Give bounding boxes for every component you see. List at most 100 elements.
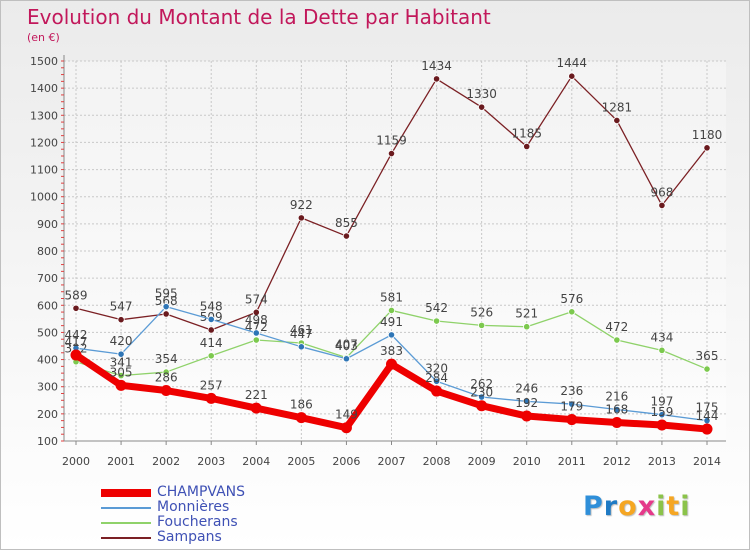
x-tick-label: 2006 [332,455,360,468]
y-tick-label: 900 [37,218,58,231]
data-label-foucherans: 526 [470,305,493,319]
plot-area [64,61,726,441]
y-tick-label: 1200 [30,136,58,149]
x-tick-label: 2010 [513,455,541,468]
data-label-sampans: 968 [650,185,673,199]
data-label-foucherans: 414 [200,336,223,350]
data-label-foucherans: 576 [560,292,583,306]
data-point-sampans [658,201,666,209]
data-point-champvans [566,414,578,426]
data-label-sampans: 574 [245,292,268,306]
data-point-monnieres [523,397,531,405]
data-point-sampans [478,103,486,111]
data-label-foucherans: 581 [380,290,403,304]
data-point-foucherans [117,371,125,380]
data-point-foucherans [478,321,486,329]
data-label-sampans: 1434 [421,59,452,73]
data-point-foucherans [613,336,621,344]
data-label-champvans: 383 [380,344,403,358]
x-tick-label: 2003 [197,455,225,468]
data-point-sampans [297,214,305,222]
chart-title: Evolution du Montant de la Dette par Hab… [27,5,491,29]
data-label-champvans: 159 [650,405,673,419]
data-label-sampans: 1185 [511,127,542,141]
data-label-monnieres: 498 [245,313,268,327]
data-point-monnieres [117,350,125,358]
data-label-champvans: 284 [425,371,448,385]
data-label-foucherans: 434 [650,330,673,344]
y-tick-label: 700 [37,272,58,285]
data-point-champvans [205,392,217,404]
logo-letter: i [680,491,691,522]
data-label-sampans: 1444 [557,56,588,70]
data-point-champvans [250,402,262,414]
data-point-champvans [656,419,668,431]
data-label-champvans: 305 [110,365,133,379]
y-tick-label: 800 [37,245,58,258]
data-point-sampans [162,310,170,318]
data-point-monnieres [568,400,576,408]
data-point-foucherans [658,346,666,354]
data-point-champvans [70,349,82,361]
data-point-monnieres [613,405,621,414]
y-tick-label: 100 [37,435,58,448]
legend-swatch-foucherans [101,522,151,524]
data-label-foucherans: 365 [696,349,719,363]
data-point-sampans [432,75,441,83]
data-label-sampans: 1180 [692,128,723,142]
data-label-champvans: 257 [200,378,223,392]
proxiti-logo: Proxiti [583,491,691,522]
data-point-sampans [523,142,531,151]
logo-letter: x [637,491,657,522]
x-tick-label: 2012 [603,455,631,468]
data-label-champvans: 221 [245,388,268,402]
data-label-champvans: 230 [470,386,493,400]
data-point-foucherans [387,306,396,315]
data-label-champvans: 149 [335,408,358,422]
data-label-champvans: 186 [290,398,313,412]
data-label-monnieres: 548 [200,299,223,313]
data-label-sampans: 922 [290,198,313,212]
data-point-monnieres [432,377,441,385]
data-point-champvans [521,410,533,422]
y-tick-label: 1300 [30,109,58,122]
chart-unit-label: (en €) [27,31,60,44]
y-tick-label: 300 [37,381,58,394]
data-label-sampans: 855 [335,216,358,230]
data-point-champvans [115,379,127,391]
data-label-monnieres: 216 [605,390,628,404]
y-tick-label: 1100 [30,164,58,177]
legend-swatch-monnieres [101,507,151,509]
data-label-monnieres: 420 [110,334,133,348]
data-label-foucherans: 521 [515,307,538,321]
data-point-monnieres [162,303,170,311]
data-point-monnieres [297,343,305,351]
data-point-monnieres [342,355,351,363]
data-point-champvans [340,422,352,434]
logo-letter: i [656,491,667,522]
data-point-sampans [342,232,351,240]
data-point-monnieres [207,315,215,323]
data-point-sampans [252,308,260,316]
data-label-champvans: 192 [515,396,538,410]
x-tick-label: 2013 [648,455,676,468]
legend-label-monnieres: Monnières [157,499,230,515]
data-point-champvans [476,400,488,412]
y-tick-label: 1000 [30,191,58,204]
data-point-foucherans [162,368,170,376]
data-point-monnieres [658,411,666,419]
data-point-monnieres [252,329,260,337]
data-label-foucherans: 407 [335,338,358,352]
data-point-foucherans [252,336,260,344]
data-point-champvans [295,412,307,424]
data-label-monnieres: 262 [470,377,493,391]
data-point-foucherans [703,365,711,373]
legend-swatch-sampans [101,537,151,539]
data-point-sampans [72,304,80,312]
data-point-sampans [703,144,711,152]
data-point-foucherans [523,323,531,331]
data-label-monnieres: 447 [290,327,313,341]
data-label-champvans: 286 [155,371,178,385]
